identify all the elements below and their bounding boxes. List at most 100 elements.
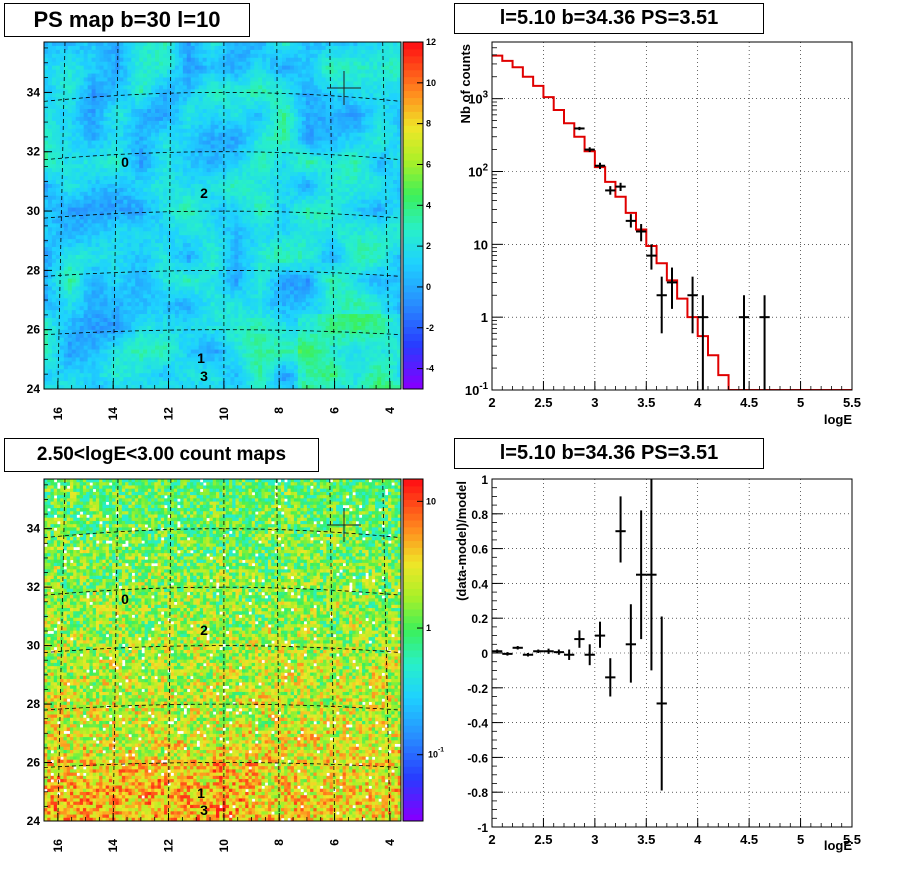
heatmap-cell: [123, 250, 128, 256]
heatmap-cell: [246, 101, 251, 106]
heatmap-cell: [397, 203, 401, 209]
heatmap-cell: [250, 211, 255, 216]
heatmap-cell: [341, 116, 346, 122]
heatmap-cell: [385, 77, 390, 82]
heatmap-cell: [67, 172, 73, 177]
heatmap-cell: [99, 231, 104, 236]
heatmap-cell: [230, 53, 235, 59]
heatmap-cell: [266, 231, 271, 236]
heatmap-cell: [389, 136, 394, 141]
heatmap-cell: [218, 164, 223, 169]
heatmap-cell: [293, 243, 299, 248]
heatmap-cell: [254, 191, 259, 197]
heatmap-cell: [75, 81, 81, 86]
heatmap-cell: [218, 136, 223, 141]
heatmap-cell: [123, 124, 128, 130]
heatmap-cell: [214, 176, 219, 181]
heatmap-cell: [155, 109, 160, 114]
heatmap-cell: [127, 89, 132, 94]
heatmap-cell: [373, 89, 378, 94]
heatmap-cell: [333, 152, 338, 157]
heatmap-cell: [111, 156, 116, 161]
heatmap-cell: [246, 109, 251, 114]
heatmap-cell: [266, 152, 271, 157]
heatmap-cell: [262, 65, 267, 70]
heatmap-cell: [333, 211, 338, 216]
heatmap-cell: [159, 239, 164, 244]
heatmap-cell: [75, 73, 81, 78]
heatmap-cell: [75, 128, 81, 134]
heatmap-cell: [91, 172, 96, 177]
heatmap-cell: [127, 231, 132, 236]
heatmap-cell: [143, 148, 148, 153]
heatmap-cell: [226, 120, 231, 126]
heatmap-cell: [234, 132, 239, 138]
heatmap-cell: [186, 227, 192, 232]
heatmap-cell: [127, 144, 132, 149]
heatmap-cell: [143, 45, 148, 51]
heatmap-cell: [226, 156, 231, 161]
heatmap-cell: [385, 172, 390, 177]
heatmap-cell: [230, 49, 235, 55]
heatmap-cell: [143, 105, 148, 110]
heatmap-cell: [262, 49, 267, 55]
heatmap-cell: [182, 254, 188, 260]
heatmap-cell: [333, 199, 338, 205]
heatmap-cell: [190, 93, 196, 98]
heatmap-cell: [325, 172, 330, 177]
heatmap-cell: [270, 101, 275, 106]
heatmap-cell: [174, 235, 180, 240]
heatmap-cell: [190, 199, 196, 205]
heatmap-cell: [289, 250, 295, 256]
heatmap-cell: [198, 42, 204, 47]
heatmap-cell: [309, 223, 315, 228]
heatmap-cell: [194, 124, 200, 130]
heatmap-cell: [87, 243, 92, 248]
heatmap-cell: [155, 101, 160, 106]
heatmap-cell: [385, 180, 390, 185]
heatmap-cell: [147, 172, 152, 177]
heatmap-cell: [135, 207, 140, 212]
heatmap-cell: [190, 116, 196, 122]
heatmap-cell: [270, 180, 275, 185]
heatmap-cell: [369, 65, 374, 70]
heatmap-cell: [202, 156, 208, 161]
heatmap-cell: [131, 109, 136, 114]
heatmap-cell: [361, 227, 366, 232]
heatmap-cell: [301, 128, 307, 134]
heatmap-cell: [226, 203, 231, 209]
heatmap-cell: [155, 112, 160, 118]
heatmap-cell: [254, 172, 259, 177]
heatmap-cell: [135, 148, 140, 153]
heatmap-cell: [377, 148, 382, 153]
heatmap-cell: [206, 203, 211, 209]
heatmap-cell: [190, 148, 196, 153]
heatmap-cell: [190, 156, 196, 161]
heatmap-cell: [293, 45, 299, 51]
heatmap-cell: [123, 160, 128, 165]
heatmap-cell: [381, 223, 386, 228]
heatmap-cell: [266, 73, 271, 78]
heatmap-cell: [206, 73, 211, 78]
heatmap-cell: [313, 203, 319, 209]
heatmap-cell: [333, 109, 338, 114]
heatmap-cell: [166, 156, 172, 161]
heatmap-cell: [135, 49, 140, 55]
heatmap-cell: [99, 191, 104, 197]
heatmap-cell: [155, 42, 160, 47]
heatmap-cell: [341, 203, 346, 209]
heatmap-cell: [166, 140, 172, 145]
heatmap-cell: [349, 97, 354, 102]
heatmap-cell: [166, 235, 172, 240]
heatmap-cell: [250, 81, 255, 86]
heatmap-cell: [337, 136, 342, 141]
heatmap-cell: [381, 254, 386, 260]
heatmap-cell: [155, 191, 160, 197]
heatmap-cell: [210, 144, 215, 149]
heatmap-cell: [91, 207, 96, 212]
heatmap-cell: [325, 65, 330, 70]
heatmap-cell: [163, 203, 168, 209]
heatmap-cell: [218, 207, 223, 212]
heatmap-cell: [170, 61, 176, 67]
heatmap-cell: [55, 136, 61, 141]
